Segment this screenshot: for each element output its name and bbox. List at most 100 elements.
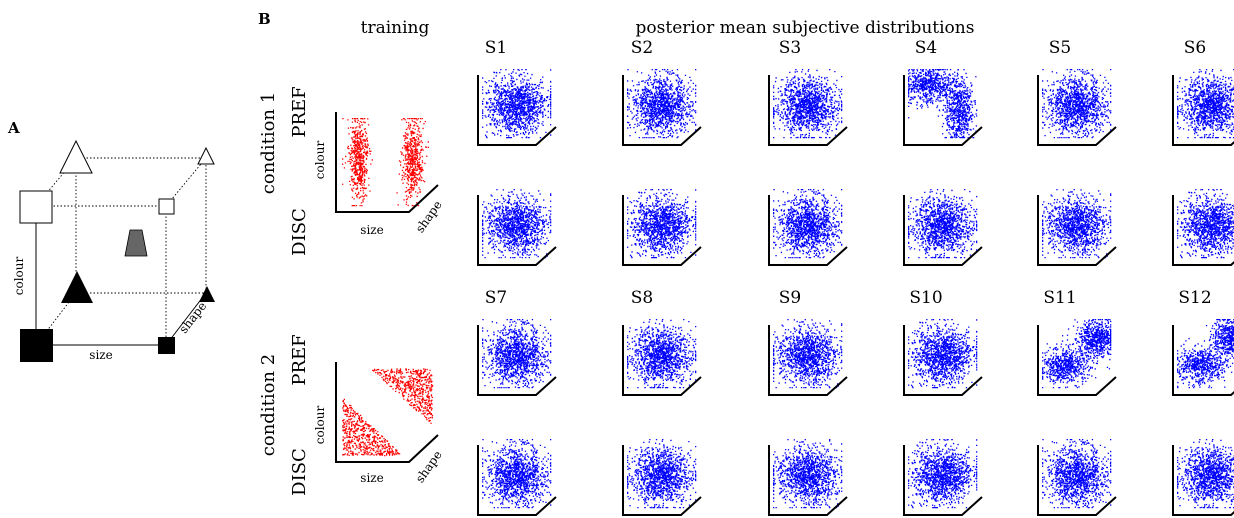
posterior-s1-pref xyxy=(477,69,557,146)
panel-b: B training posterior mean subjective dis… xyxy=(258,10,1234,516)
posterior-cloud-s4-disc xyxy=(908,189,978,259)
white-small-triangle-icon xyxy=(197,146,215,165)
posterior-s11-disc xyxy=(1037,439,1117,516)
posterior-axes-s9-disc xyxy=(768,445,848,516)
posterior-cloud-s6-pref xyxy=(1177,69,1234,139)
posterior-cloud-s7-pref xyxy=(482,319,552,389)
posterior-axes-s9-pref xyxy=(768,325,848,396)
posterior-axes-s2-pref xyxy=(622,75,702,146)
posterior-axes-s11-disc xyxy=(1037,445,1117,516)
posterior-axes-s1-disc xyxy=(477,195,557,266)
white-large-square-icon xyxy=(19,190,53,224)
posterior-cloud-s10-pref-points xyxy=(908,319,978,389)
panel-a: A colour size shape xyxy=(7,119,215,362)
posterior-cloud-s5-disc-points xyxy=(1042,189,1112,259)
posterior-cloud-s11-pref-points xyxy=(1042,319,1112,389)
subject-title-s1: S1 xyxy=(485,38,507,58)
training-cloud-1-points xyxy=(342,118,429,207)
training-cloud-1 xyxy=(342,118,429,207)
training-axes-condition-2 xyxy=(335,362,439,463)
posterior-s3-pref xyxy=(768,69,848,146)
posterior-cloud-s9-disc-points xyxy=(773,439,843,509)
posterior-cloud-s12-pref-points xyxy=(1177,319,1234,389)
posterior-cloud-s9-pref-points xyxy=(773,319,843,389)
posterior-cloud-s12-pref xyxy=(1177,319,1234,389)
training-title: training xyxy=(361,18,430,38)
posterior-s8-disc xyxy=(622,439,702,516)
panel-b-label: B xyxy=(258,10,271,28)
posterior-cloud-s9-disc xyxy=(773,439,843,509)
posterior-axes-s11-pref xyxy=(1037,325,1117,396)
posterior-subplots xyxy=(477,69,1234,516)
posterior-axes-s1-pref xyxy=(477,75,557,146)
posterior-cloud-s12-disc-points xyxy=(1177,439,1234,509)
posterior-cloud-s1-disc-points xyxy=(482,189,552,259)
posterior-axes-s4-disc xyxy=(903,195,983,266)
posterior-s1-disc xyxy=(477,189,557,266)
black-large-triangle-icon xyxy=(61,271,93,303)
size-axis-label: size xyxy=(89,348,112,362)
posterior-cloud-s8-pref-points xyxy=(627,319,697,389)
posterior-cloud-s11-disc-points xyxy=(1042,439,1112,509)
posterior-axes-s12-disc xyxy=(1172,445,1234,516)
training-cloud-2-points xyxy=(342,368,434,457)
posterior-cloud-s1-disc xyxy=(482,189,552,259)
condition-2-label: condition 2 xyxy=(258,354,279,456)
posterior-cloud-s6-disc xyxy=(1177,189,1234,259)
posterior-axes-s3-pref xyxy=(768,75,848,146)
training-points-condition-1 xyxy=(342,118,429,207)
posterior-axes-s6-disc xyxy=(1172,195,1234,266)
posterior-s2-disc xyxy=(622,189,702,266)
posterior-axes-s7-disc xyxy=(477,445,557,516)
posterior-cloud-s3-disc xyxy=(773,189,843,259)
posterior-cloud-s5-pref xyxy=(1042,69,1112,139)
feature-cube xyxy=(35,157,207,346)
grey-trapezoid-icon xyxy=(124,229,148,257)
training-colour-label-2: colour xyxy=(313,406,327,445)
posterior-cloud-s11-disc xyxy=(1042,439,1112,509)
posterior-axes-s2-disc xyxy=(622,195,702,266)
posterior-axes-s6-pref xyxy=(1172,75,1234,146)
subject-title-s10: S10 xyxy=(909,288,942,308)
posterior-cloud-s8-pref xyxy=(627,319,697,389)
posterior-s12-disc xyxy=(1172,439,1234,516)
posterior-axes-s4-pref xyxy=(903,75,983,146)
subject-title-s8: S8 xyxy=(631,288,653,308)
subject-title-s6: S6 xyxy=(1184,38,1206,58)
training-cloud-2 xyxy=(342,368,434,457)
posterior-cloud-s7-pref-points xyxy=(482,319,552,389)
subject-title-s12: S12 xyxy=(1178,288,1211,308)
posterior-axes-s10-disc xyxy=(903,445,983,516)
posterior-s5-pref xyxy=(1037,69,1117,146)
posterior-cloud-s2-disc xyxy=(627,189,697,259)
black-large-square-icon xyxy=(20,329,53,362)
subject-title-s11: S11 xyxy=(1043,288,1076,308)
black-small-triangle-icon xyxy=(199,286,215,302)
posterior-s4-disc xyxy=(903,189,983,266)
posterior-axes-s8-pref xyxy=(622,325,702,396)
posterior-cloud-s3-disc-points xyxy=(773,189,843,259)
posterior-cloud-s10-disc-points xyxy=(908,439,978,509)
posterior-cloud-s5-pref-points xyxy=(1042,69,1112,139)
training-size-label-2: size xyxy=(360,471,383,485)
posterior-axes-s5-pref xyxy=(1037,75,1117,146)
posterior-cloud-s4-pref-points xyxy=(908,69,978,139)
condition-2-pref-label: PREF xyxy=(289,334,310,385)
subject-title-s9: S9 xyxy=(779,288,801,308)
training-colour-label-1: colour xyxy=(313,141,327,180)
posterior-s9-disc xyxy=(768,439,848,516)
posterior-cloud-s6-pref-points xyxy=(1177,69,1234,139)
posterior-s4-pref xyxy=(903,69,983,146)
condition-1-label: condition 1 xyxy=(258,92,279,194)
posterior-s11-pref xyxy=(1037,319,1117,396)
colour-axis-label: colour xyxy=(12,257,26,296)
posterior-cloud-s9-pref xyxy=(773,319,843,389)
posterior-cloud-s3-pref xyxy=(773,69,843,139)
subject-title-s4: S4 xyxy=(915,38,937,58)
posterior-s7-pref xyxy=(477,319,557,396)
posterior-cloud-s4-pref xyxy=(908,69,978,139)
posterior-s9-pref xyxy=(768,319,848,396)
posterior-s7-disc xyxy=(477,439,557,516)
training-size-label-1: size xyxy=(360,223,383,237)
